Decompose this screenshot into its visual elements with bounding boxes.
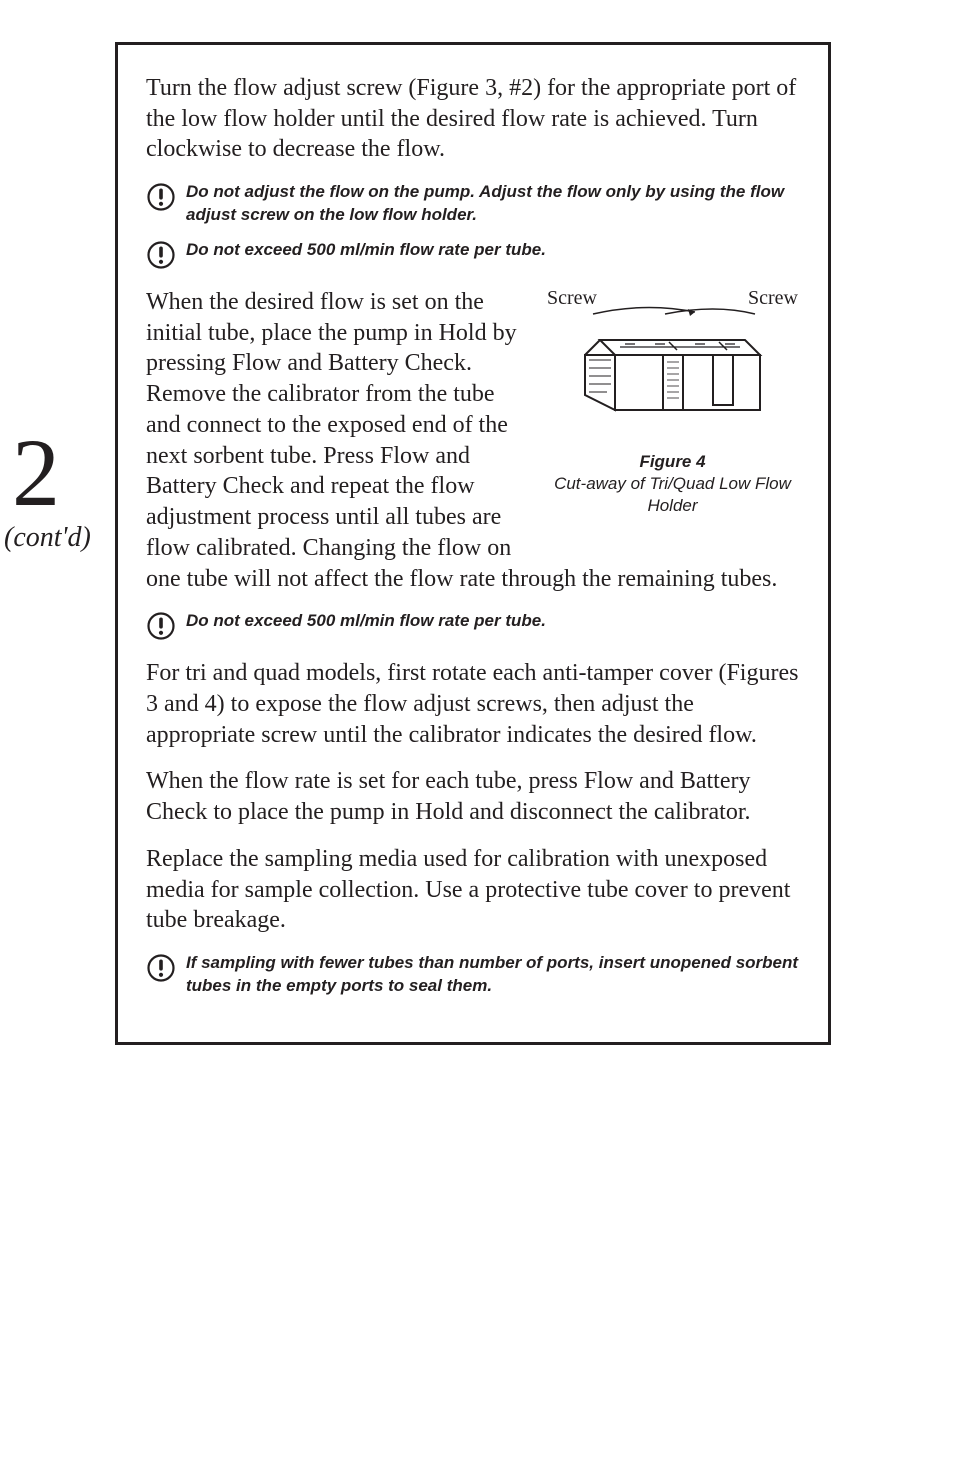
figure-4-svg	[545, 300, 800, 440]
page-number-contd: (cont'd)	[4, 522, 91, 554]
paragraph-1: Turn the flow adjust screw (Figure 3, #2…	[146, 73, 800, 165]
note-2: Do not exceed 500 ml/min flow rate per t…	[146, 239, 800, 275]
paragraph-5: Replace the sampling media used for cali…	[146, 844, 800, 936]
note-1-text: Do not adjust the flow on the pump. Adju…	[186, 181, 800, 227]
figure-4: Screw Screw	[545, 287, 800, 517]
caution-icon	[146, 953, 176, 988]
paragraph-3: For tri and quad models, first rotate ea…	[146, 658, 800, 750]
figure-4-title: Figure 4	[545, 451, 800, 473]
paragraph-2a-text: When the desired flow is set on the init…	[146, 289, 517, 561]
paragraph-2a: When the desired flow is set on the init…	[146, 287, 529, 563]
paragraph-2b-text: one tube will not affect the flow rate t…	[146, 566, 777, 592]
note-1: Do not adjust the flow on the pump. Adju…	[146, 181, 800, 227]
note-4: If sampling with fewer tubes than number…	[146, 952, 800, 998]
caution-icon	[146, 240, 176, 275]
note-4-text: If sampling with fewer tubes than number…	[186, 952, 800, 998]
paragraph-4: When the flow rate is set for each tube,…	[146, 766, 800, 827]
page-number: 2	[12, 425, 60, 521]
figure-4-caption: Cut-away of Tri/Quad Low Flow Holder	[554, 474, 791, 515]
note-2-text: Do not exceed 500 ml/min flow rate per t…	[186, 239, 546, 262]
note-3: Do not exceed 500 ml/min flow rate per t…	[146, 610, 800, 646]
content-frame: Turn the flow adjust screw (Figure 3, #2…	[115, 42, 831, 1045]
note-3-text: Do not exceed 500 ml/min flow rate per t…	[186, 610, 546, 633]
caution-icon	[146, 182, 176, 217]
caution-icon	[146, 611, 176, 646]
paragraph-2b: one tube will not affect the flow rate t…	[146, 564, 800, 595]
